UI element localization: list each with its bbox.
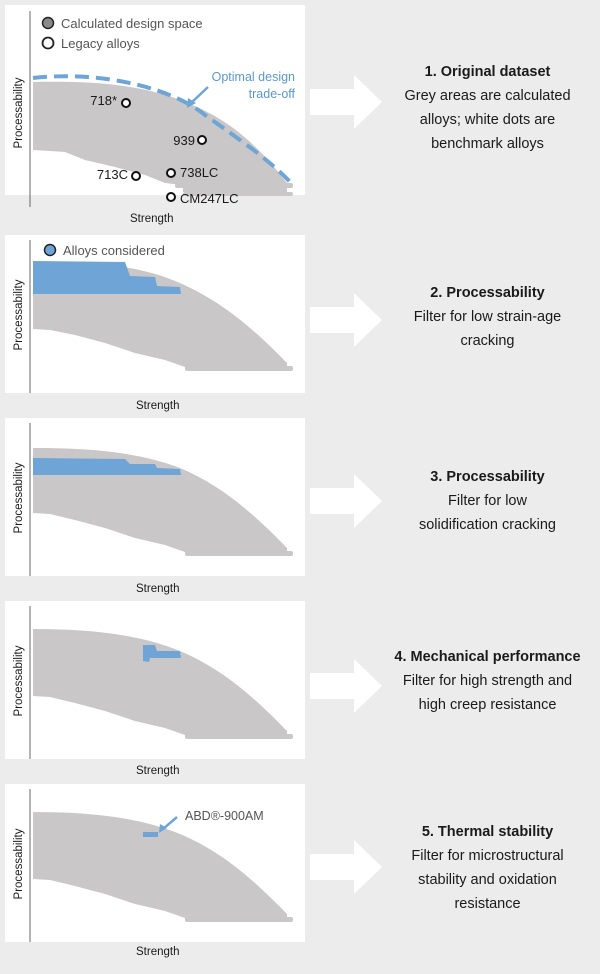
step-text-5: Filter for microstructural [411, 848, 564, 864]
step-text-2: Filter for low strain-age [413, 309, 562, 325]
alloy-label-718: 718* [90, 93, 117, 108]
design-space-chart-2: Alloys considered Processability [13, 240, 293, 393]
legend-calculated-design-space: Calculated design space [61, 16, 203, 31]
step-description-4: 4. Mechanical performance Filter for hig… [380, 645, 595, 717]
chart-panel-5: ABD®-900AM Processability [5, 784, 305, 942]
abd-pointer-arrowhead [159, 824, 167, 833]
step-title-2: 2. Processability [430, 285, 545, 301]
step-text-3: solidification cracking [418, 517, 556, 533]
right-arrow-icon [310, 293, 382, 347]
grey-stripe [185, 366, 293, 371]
grey-stripe [35, 324, 49, 327]
grey-stripe [35, 509, 49, 512]
chart-panel-1: Calculated design space Legacy alloys Op… [5, 5, 305, 207]
x-axis-label-3: Strength [136, 583, 180, 595]
step-text-4: high creep resistance [418, 697, 557, 713]
design-space-chart-3: Processability [13, 423, 293, 576]
blue-considered-region [33, 261, 181, 294]
right-arrow-icon [310, 840, 382, 894]
grey-stripe [35, 692, 49, 695]
alloy-label-cm247lc: CM247LC [180, 191, 239, 206]
step-title-5: 5. Thermal stability [421, 824, 554, 840]
step-text-5: stability and oxidation [418, 872, 557, 888]
step-2: Alloys considered Processability 2. Proc… [0, 235, 600, 425]
grey-stripe [175, 183, 293, 188]
chart-panel-2: Alloys considered Processability [5, 235, 305, 393]
step-description-5: 5. Thermal stability Filter for microstr… [380, 820, 595, 916]
design-space-chart-1: Calculated design space Legacy alloys Op… [13, 11, 296, 207]
step-text-4: Filter for high strength and [402, 673, 573, 689]
blue-considered-region [143, 645, 181, 662]
alloy-dot-cm247lc [166, 192, 176, 202]
grey-stripe [185, 734, 293, 739]
optimal-pointer-arrowhead [187, 98, 196, 108]
step-description-3: 3. Processability Filter for low solidif… [380, 465, 595, 537]
y-axis-label: Processability [13, 77, 25, 148]
y-axis-label: Processability [13, 645, 25, 716]
step-4: Processability 4. Mechanical performance… [0, 601, 600, 791]
optimal-design-label: trade-off [249, 87, 296, 101]
step-text-1: benchmark alloys [431, 136, 544, 152]
alloy-dot-713c [131, 171, 141, 181]
chart-panel-3: Processability [5, 418, 305, 576]
step-description-1: 1. Original dataset Grey areas are calcu… [380, 60, 595, 156]
grey-stripe [35, 875, 49, 878]
abd-900am-label: ABD®-900AM [185, 809, 264, 823]
optimal-tradeoff-curve [32, 74, 295, 187]
grey-design-space [33, 81, 287, 192]
abd-pointer-line [162, 816, 178, 830]
grey-stripe [185, 917, 293, 922]
grey-dot-icon [41, 16, 55, 30]
right-arrow-icon [310, 75, 382, 129]
legend-alloys-considered: Alloys considered [63, 243, 165, 258]
step-1: Calculated design space Legacy alloys Op… [0, 5, 600, 207]
blue-considered-region [33, 458, 181, 475]
step-title-3: 3. Processability [430, 469, 545, 485]
step-text-1: alloys; white dots are [419, 112, 556, 128]
grey-stripe [183, 192, 293, 196]
x-axis-label-5: Strength [136, 946, 180, 958]
grey-stripe [35, 145, 55, 148]
alloy-label-713c: 713C [97, 167, 128, 182]
step-title-1: 1. Original dataset [424, 64, 551, 80]
right-arrow-icon [310, 474, 382, 528]
x-axis-label-1: Strength [130, 213, 174, 225]
step-title-4: 4. Mechanical performance [394, 649, 581, 665]
alloy-label-738lc: 738LC [180, 165, 218, 180]
optimal-design-label: Optimal design [212, 70, 295, 84]
chart-panel-4: Processability [5, 601, 305, 759]
x-axis-label-2: Strength [136, 400, 180, 412]
design-space-chart-4: Processability [13, 606, 293, 759]
blue-dot-icon [43, 243, 57, 257]
grey-design-space [33, 812, 287, 920]
alloy-dot-939 [197, 135, 207, 145]
design-space-chart-5: ABD®-900AM Processability [13, 789, 293, 942]
y-axis-label: Processability [13, 279, 25, 350]
alloy-dot-738lc [166, 168, 176, 178]
step-text-3: Filter for low [448, 493, 527, 509]
alloy-label-939: 939 [173, 133, 195, 148]
right-arrow-icon [310, 659, 382, 713]
grey-design-space [33, 629, 287, 737]
legend-legacy-alloys: Legacy alloys [61, 36, 140, 51]
x-axis-label-4: Strength [136, 765, 180, 777]
step-text-5: resistance [454, 896, 521, 912]
alloy-dot-718 [121, 98, 131, 108]
step-text-1: Grey areas are calculated [404, 88, 571, 104]
y-axis-label: Processability [13, 828, 25, 899]
step-3: Processability 3. Processability Filter … [0, 418, 600, 608]
y-axis-label: Processability [13, 462, 25, 533]
abd-900am-region [143, 832, 158, 837]
grey-stripe [185, 551, 293, 556]
step-description-2: 2. Processability Filter for low strain-… [380, 281, 595, 353]
step-text-2: cracking [460, 333, 515, 349]
white-dot-icon [41, 36, 55, 50]
step-5: ABD®-900AM Processability 5. Thermal sta… [0, 784, 600, 974]
